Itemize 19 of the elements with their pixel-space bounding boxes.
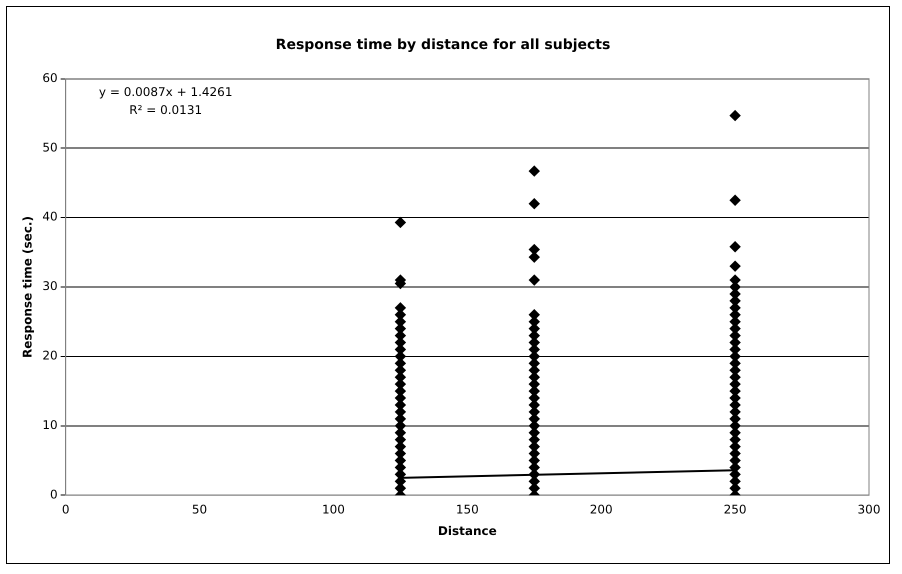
y-tick-label: 10	[42, 418, 58, 432]
x-tick-label: 300	[858, 502, 880, 517]
x-tick-label: 0	[62, 502, 70, 517]
x-tick-label: 100	[322, 502, 345, 517]
y-tick-label: 20	[42, 348, 58, 363]
y-axis-title: Response time (sec.)	[20, 216, 34, 358]
x-tick-label: 50	[192, 502, 208, 517]
y-tick-label: 60	[42, 70, 58, 85]
y-tick-label: 30	[42, 279, 58, 294]
annotation: y = 0.0087x + 1.4261	[98, 84, 232, 99]
x-tick-label: 200	[590, 502, 613, 517]
x-axis-title: Distance	[438, 524, 497, 538]
y-tick-label: 40	[42, 210, 58, 224]
y-tick-label: 50	[42, 140, 58, 154]
x-tick-label: 250	[724, 502, 747, 517]
chart-title: Response time by distance for all subjects	[276, 37, 610, 54]
x-tick-label: 150	[456, 502, 479, 517]
y-tick-label: 0	[50, 487, 58, 502]
annotation: R² = 0.0131	[129, 102, 202, 117]
